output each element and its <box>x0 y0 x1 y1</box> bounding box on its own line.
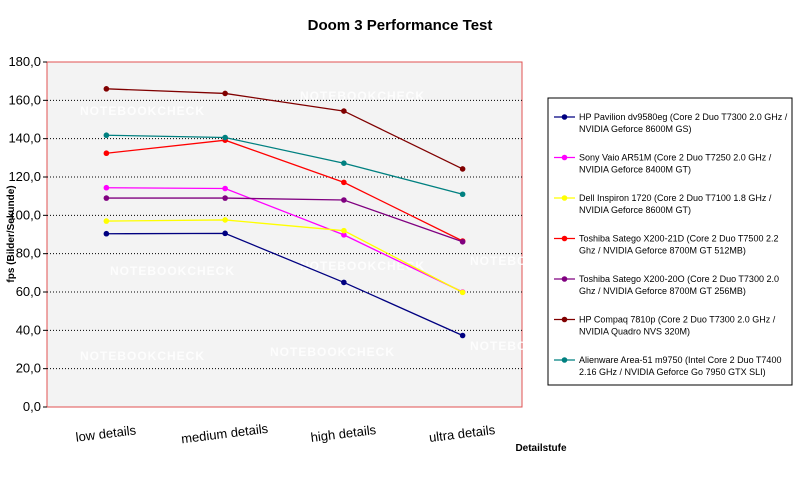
data-point <box>341 160 347 166</box>
watermark-text: NOTEBOOKCHECK <box>80 349 205 363</box>
x-tick-label: low details <box>75 422 138 444</box>
watermark-text: NOTEBOOKCHECK <box>110 264 235 278</box>
series-line <box>106 88 463 170</box>
legend-swatch-marker <box>561 195 568 201</box>
y-tick-label: 80,0 <box>16 246 41 261</box>
data-point <box>222 217 228 223</box>
series-5 <box>103 195 466 245</box>
data-point <box>341 279 347 286</box>
series-line <box>106 187 463 293</box>
data-point <box>103 150 110 157</box>
legend-swatch-marker <box>561 357 568 363</box>
data-point <box>459 332 466 339</box>
data-point <box>341 227 347 234</box>
legend-label: Ghz / NVIDIA Geforce 8700M GT 256MB) <box>579 286 746 296</box>
legend-item: Toshiba Satego X200-21D (Core 2 Duo T750… <box>554 234 778 256</box>
legend-item: HP Compaq 7810p (Core 2 Duo T7300 2.0 GH… <box>554 315 776 337</box>
data-point <box>222 134 228 141</box>
data-point <box>222 90 228 97</box>
x-axis-ticks: low details medium details high details ult… <box>75 421 497 447</box>
data-point <box>341 232 347 238</box>
data-point <box>103 184 110 191</box>
y-tick-label: 120,0 <box>8 169 41 184</box>
watermark-text: NOTEBOOKCHECK <box>300 89 425 103</box>
legend-label: HP Pavilion dv9580eg (Core 2 Duo T7300 2… <box>579 112 788 122</box>
data-point <box>459 238 466 245</box>
y-tick-label: 140,0 <box>8 131 41 146</box>
series-line <box>106 232 463 337</box>
series-layer <box>103 86 466 339</box>
legend-items: HP Pavilion dv9580eg (Core 2 Duo T7300 2… <box>554 112 788 377</box>
legend-item: HP Pavilion dv9580eg (Core 2 Duo T7300 2… <box>554 112 788 134</box>
legend-item: Sony Vaio AR51M (Core 2 Duo T7250 2.0 GH… <box>554 153 772 175</box>
legend-label: Ghz / NVIDIA Geforce 8700M GT 512MB) <box>579 246 746 256</box>
legend-swatch-marker <box>561 235 568 242</box>
legend-label: NVIDIA Geforce 8600M GS) <box>579 124 692 134</box>
data-point <box>341 197 347 203</box>
series-line <box>106 134 463 195</box>
legend-swatch-marker <box>561 154 568 161</box>
legend-label: Alienware Area-51 m9750 (Intel Core 2 Du… <box>579 355 781 365</box>
data-point <box>222 230 228 237</box>
y-tick-label: 40,0 <box>16 322 41 337</box>
legend-label: Toshiba Satego X200-21D (Core 2 Duo T750… <box>579 234 778 244</box>
series-7 <box>103 132 466 198</box>
legend-label: NVIDIA Quadro NVS 320M) <box>579 327 690 337</box>
watermark-text: NOTEBOOKCHECK <box>300 259 425 273</box>
data-point <box>103 218 110 224</box>
series-line <box>106 197 463 243</box>
data-point <box>103 86 110 92</box>
data-point <box>459 191 466 198</box>
legend-item: Alienware Area-51 m9750 (Intel Core 2 Du… <box>554 355 781 377</box>
watermark-text: NOTEBOOKCHECK <box>80 104 205 118</box>
y-axis-ticks: 0,0 20,0 40,0 60,0 80,0 100,0 120,0 140,0 160,0 1… <box>8 54 47 414</box>
legend-label: NVIDIA Geforce 8600M GT) <box>579 205 691 215</box>
y-tick-label: 60,0 <box>16 284 41 299</box>
data-point <box>103 132 110 139</box>
legend-item: Toshiba Satego X200-20O (Core 2 Duo T730… <box>554 274 779 296</box>
series-line <box>106 219 463 293</box>
x-axis-title: Detailstufe <box>515 443 567 454</box>
chart-title: Doom 3 Performance Test <box>308 17 493 34</box>
data-point <box>222 185 228 192</box>
y-axis-title: fps (Bilder/Sekunde) <box>6 185 17 282</box>
data-point <box>459 166 466 172</box>
legend-label: Sony Vaio AR51M (Core 2 Duo T7250 2.0 GH… <box>579 153 772 163</box>
legend-box <box>547 97 793 386</box>
y-tick-label: 160,0 <box>8 92 41 107</box>
legend-swatch-marker <box>561 276 568 282</box>
legend-label: Toshiba Satego X200-20O (Core 2 Duo T730… <box>579 274 779 284</box>
data-point <box>222 195 228 201</box>
data-point <box>459 289 466 296</box>
series-2 <box>103 184 466 295</box>
y-tick-label: 0,0 <box>23 399 41 414</box>
legend-label: Dell Inspiron 1720 (Core 2 Duo T7100 1.8… <box>579 193 772 203</box>
gridlines <box>47 99 522 370</box>
legend-label: 2.16 GHz / NVIDIA Geforce Go 7950 GTX SL… <box>579 367 766 377</box>
series-line <box>106 139 463 242</box>
y-tick-label: 180,0 <box>8 54 41 69</box>
legend-item: Dell Inspiron 1720 (Core 2 Duo T7100 1.8… <box>554 193 772 215</box>
legend-swatch-marker <box>561 316 568 323</box>
y-tick-label: 100,0 <box>8 207 41 222</box>
data-point <box>103 230 110 237</box>
plot-area: NOTEBOOKCHECK NOTEBOOKCHECK NOTEBOOKCHECK N… <box>46 61 594 408</box>
series-6 <box>103 86 466 172</box>
series-1 <box>103 230 466 339</box>
data-point <box>341 179 347 186</box>
legend-swatch-marker <box>561 114 568 120</box>
x-tick-label: ultra details <box>428 422 496 445</box>
legend-label: HP Compaq 7810p (Core 2 Duo T7300 2.0 GH… <box>579 315 776 325</box>
x-tick-label: high details <box>310 422 378 445</box>
x-tick-label: medium details <box>180 421 269 447</box>
data-point <box>341 108 347 114</box>
series-3 <box>103 217 466 296</box>
legend-label: NVIDIA Geforce 8400M GT) <box>579 165 691 175</box>
legend: HP Pavilion dv9580eg (Core 2 Duo T7300 2… <box>547 97 793 386</box>
y-tick-label: 20,0 <box>16 361 41 376</box>
data-point <box>103 195 110 201</box>
watermark-text: NOTEBOOKCHECK <box>270 345 395 359</box>
